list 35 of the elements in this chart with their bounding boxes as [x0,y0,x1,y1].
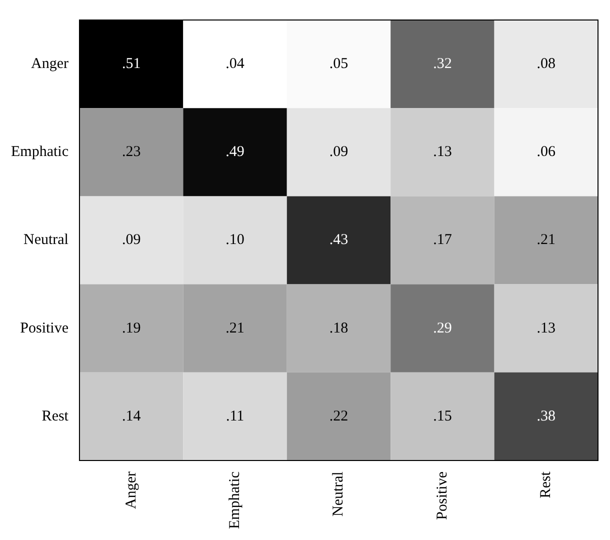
data-label: .10 [226,232,244,248]
data-label: .05 [329,56,348,72]
y-tick-label: Rest [42,408,70,424]
x-tick-label: Anger [123,472,140,510]
y-tick-label: Neutral [23,232,68,248]
data-label: .49 [226,144,244,160]
data-label: .43 [329,232,348,248]
data-label: .23 [122,144,141,160]
data-label: .29 [433,320,452,336]
y-tick-label: Emphatic [10,144,69,160]
data-label: .13 [536,320,556,336]
data-label: .11 [226,408,244,424]
data-label: .51 [122,56,141,72]
data-label: .21 [536,232,556,248]
data-label: .14 [122,408,142,424]
data-label: .13 [433,144,452,160]
y-tick-label: Positive [20,320,69,336]
data-label: .09 [122,232,141,248]
x-tick-label: Emphatic [226,471,243,530]
x-tick-label: Rest [538,470,554,498]
x-tick-label: Positive [434,471,450,520]
data-label: .32 [433,56,452,72]
data-label: .19 [122,320,141,336]
data-label: .18 [329,320,348,336]
data-label: .38 [536,408,556,424]
data-label: .17 [433,232,452,248]
y-tick-label: Anger [30,56,68,72]
data-label: .09 [329,144,348,160]
data-label: .22 [329,408,348,424]
data-label: .04 [226,56,245,72]
data-label: .15 [433,408,452,424]
x-tick-label: Neutral [330,472,347,517]
data-label: .08 [536,56,556,72]
data-label: .21 [226,320,244,336]
data-label: .06 [536,144,556,160]
